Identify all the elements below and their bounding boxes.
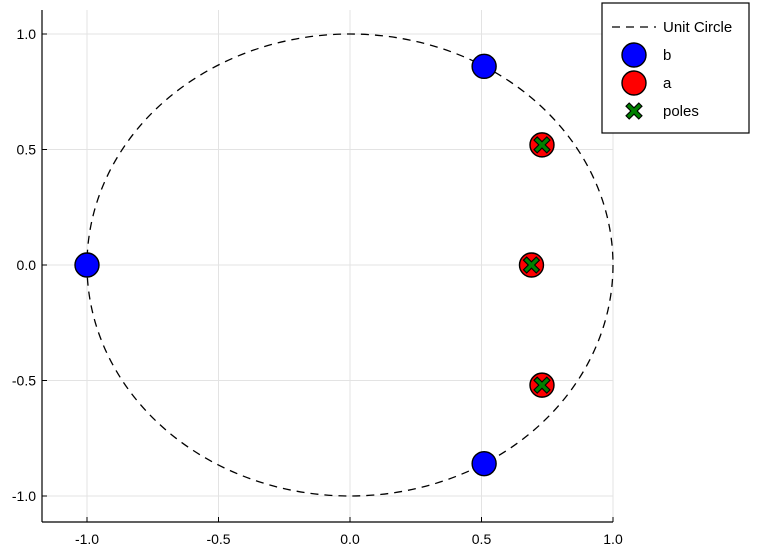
legend-label-poles: poles — [663, 103, 699, 120]
x-tick-label: 1.0 — [603, 531, 623, 547]
y-tick-label: 0.5 — [17, 142, 37, 158]
point-b-0 — [74, 252, 100, 278]
legend-label-a: a — [663, 75, 672, 92]
x-tick-label: 0.0 — [340, 531, 360, 547]
legend-label-unit-circle: Unit Circle — [663, 19, 732, 36]
y-tick-label: -1.0 — [12, 488, 36, 504]
point-poles-0 — [533, 136, 551, 154]
x-tick-label: 0.5 — [472, 531, 492, 547]
point-poles-2 — [533, 376, 551, 394]
x-tick-label: -1.0 — [75, 531, 99, 547]
marker-series — [74, 53, 555, 477]
legend-symbol-poles — [625, 102, 643, 120]
y-tick-label: -0.5 — [12, 373, 36, 389]
point-poles-1 — [522, 256, 541, 274]
legend-symbol-a — [621, 70, 647, 96]
legend-symbol-b — [621, 42, 647, 68]
point-b-1 — [471, 53, 497, 80]
x-tick-label: -0.5 — [206, 531, 230, 547]
axes — [41, 10, 614, 523]
point-b-2 — [471, 450, 497, 477]
y-tick-label: 1.0 — [17, 26, 37, 42]
legend-label-b: b — [663, 47, 671, 64]
legend-box — [601, 2, 750, 134]
y-tick-label: 0.0 — [17, 257, 37, 273]
legend: Unit Circle ba poles — [601, 2, 750, 134]
tick-labels: -1.0 -0.5 0.0 0.5 1.0 1.0 0.5 0.0 -0.5 -1.0 — [12, 26, 623, 547]
